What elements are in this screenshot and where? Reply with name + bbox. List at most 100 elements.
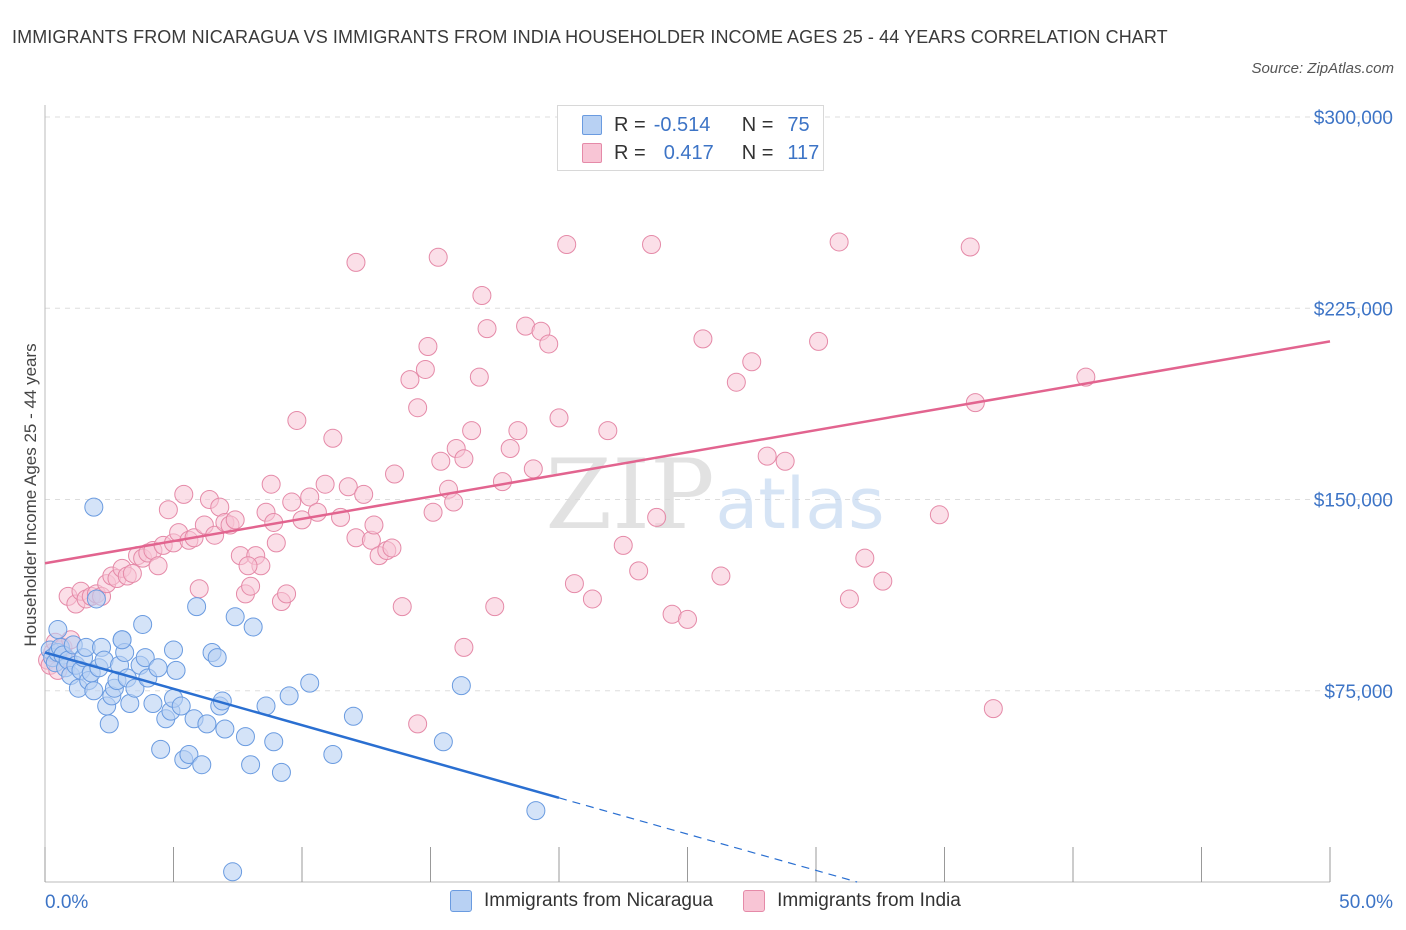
y-axis-label: Householder Income Ages 25 - 44 years	[21, 343, 40, 646]
india-point	[354, 484, 374, 504]
n-label: N =	[741, 113, 774, 136]
nicaragua-point	[207, 648, 227, 668]
legend-label-india: Immigrants from India	[777, 890, 961, 911]
nicaragua-point	[279, 686, 299, 706]
nicaragua-point	[166, 660, 186, 680]
india-point	[711, 566, 731, 586]
india-point	[454, 449, 474, 469]
nicaragua-point	[151, 739, 171, 759]
y-tick-label: $300,000	[1314, 108, 1393, 129]
india-point	[315, 474, 335, 494]
india-point	[983, 699, 1003, 719]
y-tick-label: $75,000	[1324, 682, 1393, 703]
india-point	[582, 589, 602, 609]
watermark-atlas: atlas	[715, 463, 884, 545]
trendlines	[44, 340, 1331, 883]
india-point	[418, 337, 438, 356]
india-point	[400, 370, 420, 390]
correlation-legend: R = -0.514 N = 75 R = 0.417 N = 117	[557, 105, 824, 171]
x-tick-label: 50.0%	[1339, 892, 1393, 913]
r-value: -0.514	[653, 113, 711, 136]
nicaragua-trendline	[44, 651, 560, 800]
india-point	[508, 421, 528, 441]
nicaragua-point	[112, 630, 132, 650]
india-point	[287, 410, 307, 430]
nicaragua-point	[148, 658, 168, 678]
india-point	[382, 538, 402, 558]
india-point	[557, 235, 577, 254]
y-tick-label: $225,000	[1314, 299, 1393, 320]
india-point	[839, 589, 859, 609]
india-point	[225, 510, 245, 530]
india-point	[189, 579, 209, 599]
india-point	[323, 428, 343, 448]
india-point	[855, 548, 875, 568]
nicaragua-point	[48, 620, 68, 640]
nicaragua-point	[526, 801, 546, 821]
india-point	[829, 232, 849, 252]
nicaragua-point	[343, 706, 363, 726]
india-point	[261, 474, 281, 494]
india-point	[775, 451, 795, 471]
india-point	[431, 451, 451, 471]
nicaragua-point	[187, 597, 207, 617]
india-point	[428, 247, 448, 267]
nicaragua-point	[433, 732, 453, 752]
india-point	[277, 584, 297, 604]
india-point	[148, 556, 168, 576]
india-point	[613, 535, 633, 555]
india-point	[492, 472, 512, 492]
india-point	[300, 487, 320, 507]
india-point	[346, 252, 366, 272]
india-point	[757, 446, 777, 466]
nicaragua-point	[241, 755, 261, 775]
india-swatch	[743, 890, 766, 912]
india-point	[364, 515, 384, 535]
india-point	[809, 331, 829, 351]
nicaragua-point	[300, 673, 320, 693]
nicaragua-point	[164, 640, 183, 660]
india-point	[241, 576, 261, 596]
india-point	[477, 319, 497, 339]
r-label: R =	[614, 141, 646, 164]
nicaragua-point	[243, 617, 263, 637]
legend-item-india: Immigrants from India	[743, 890, 961, 912]
nicaragua-point	[84, 497, 104, 517]
nicaragua-point	[171, 696, 191, 716]
india-point	[408, 714, 428, 734]
india-point	[500, 439, 520, 458]
india-point	[423, 502, 443, 522]
india-point	[693, 329, 713, 349]
watermark: ZIP atlas	[545, 439, 884, 551]
nicaragua-point	[86, 589, 106, 609]
y-tick-label: $150,000	[1314, 491, 1393, 512]
india-point	[742, 352, 762, 372]
source-credit: Source: ZipAtlas.com	[1251, 60, 1394, 77]
nicaragua-point	[84, 681, 104, 701]
india-point	[266, 533, 286, 553]
india-point	[564, 574, 584, 594]
india-point	[415, 359, 435, 379]
nicaragua-point	[143, 694, 163, 713]
nicaragua-point	[99, 714, 119, 734]
india-trendline	[44, 340, 1331, 565]
india-point	[158, 500, 178, 520]
india-point	[338, 477, 358, 497]
india-swatch	[582, 143, 602, 163]
india-point	[485, 597, 505, 617]
axes	[44, 105, 1331, 883]
r-label: R =	[614, 113, 646, 136]
nicaragua-swatch	[582, 115, 602, 135]
legend-label-nicaragua: Immigrants from Nicaragua	[484, 890, 714, 911]
india-point	[549, 408, 569, 428]
nicaragua-point	[264, 732, 284, 752]
india-point	[238, 556, 258, 576]
nicaragua-point	[223, 862, 243, 882]
india-point	[523, 459, 543, 479]
india-point	[642, 235, 662, 254]
nicaragua-point	[451, 676, 471, 696]
n-value: 75	[787, 113, 810, 136]
watermark-zip: ZIP	[545, 439, 714, 551]
nicaragua-point	[192, 755, 212, 775]
